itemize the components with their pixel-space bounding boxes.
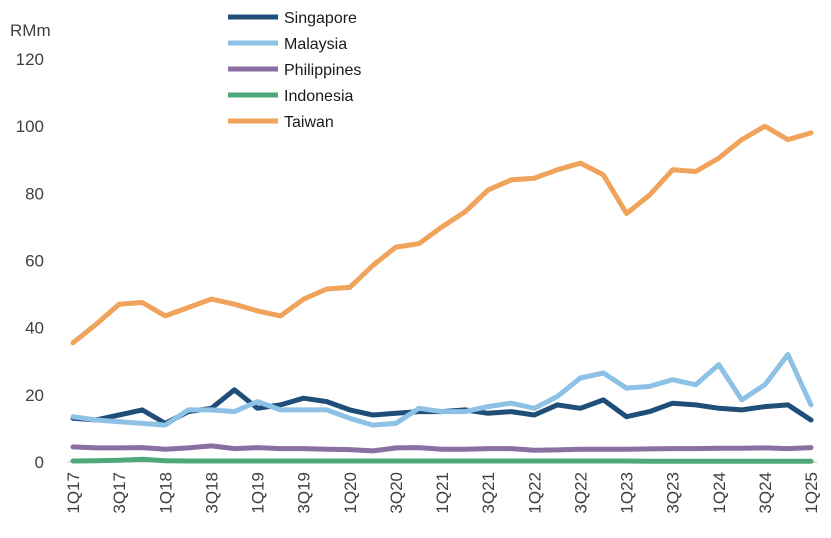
y-tick-label: 40 xyxy=(25,319,44,338)
series-line-indonesia xyxy=(70,456,814,464)
y-tick-label: 60 xyxy=(25,252,44,271)
x-tick-label: 3Q22 xyxy=(571,472,590,514)
series-lines xyxy=(70,123,814,464)
legend-label-taiwan: Taiwan xyxy=(284,114,334,131)
y-axis: 0 20 40 60 80 100 120 xyxy=(16,50,44,472)
legend-label-singapore: Singapore xyxy=(284,10,357,27)
x-tick-label: 3Q19 xyxy=(295,472,314,514)
x-tick-label: 3Q17 xyxy=(110,472,129,514)
x-tick-label: 1Q20 xyxy=(341,472,360,514)
legend-label-malaysia: Malaysia xyxy=(284,36,347,53)
x-tick-label: 1Q18 xyxy=(156,472,175,514)
x-tick-label: 1Q17 xyxy=(64,472,83,514)
x-tick-label: 3Q21 xyxy=(479,472,498,514)
x-tick-label: 1Q22 xyxy=(525,472,544,514)
series-line-singapore xyxy=(70,387,814,426)
series-line-taiwan xyxy=(70,123,814,346)
x-tick-label: 3Q24 xyxy=(756,472,775,514)
legend-label-indonesia: Indonesia xyxy=(284,88,353,105)
legend: Singapore Malaysia Philippines Indonesia Tai… xyxy=(228,10,361,131)
y-tick-label: 0 xyxy=(35,453,44,472)
x-tick-label: 1Q19 xyxy=(249,472,268,514)
x-tick-label: 3Q20 xyxy=(387,472,406,514)
x-tick-label: 1Q21 xyxy=(433,472,452,514)
y-tick-label: 120 xyxy=(16,50,44,69)
x-tick-label: 3Q23 xyxy=(664,472,683,514)
x-axis: 1Q17 3Q17 1Q18 3Q18 1Q19 3Q19 1Q20 3Q20 1Q21 3Q21… xyxy=(64,461,821,514)
series-line-philippines xyxy=(70,443,814,454)
x-tick-label: 1Q24 xyxy=(710,472,729,514)
series-line-malaysia xyxy=(70,352,814,428)
y-axis-title: RMm xyxy=(10,21,51,40)
legend-label-philippines: Philippines xyxy=(284,62,361,79)
y-tick-label: 100 xyxy=(16,117,44,136)
x-tick-label: 1Q25 xyxy=(802,472,821,514)
y-tick-label: 80 xyxy=(25,184,44,203)
x-tick-label: 3Q18 xyxy=(202,472,221,514)
x-tick-label: 1Q23 xyxy=(618,472,637,514)
y-tick-label: 20 xyxy=(25,386,44,405)
